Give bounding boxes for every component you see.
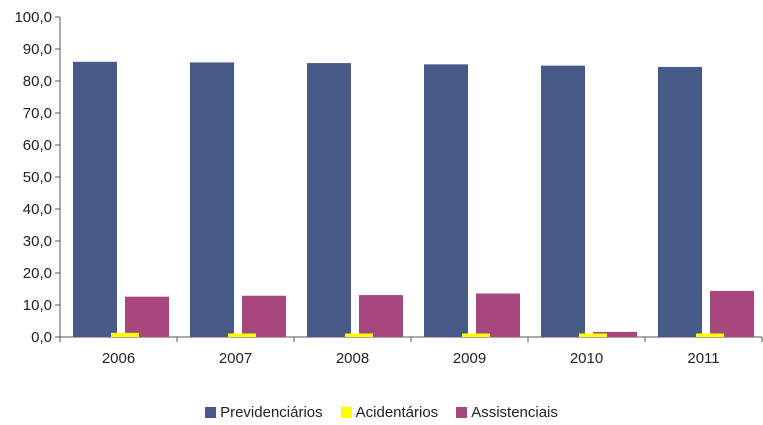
y-tick-label: 0,0: [31, 329, 52, 346]
y-tick-label: 90,0: [23, 41, 52, 58]
legend-label-assistenciais: Assistenciais: [471, 404, 558, 421]
legend-item-assistenciais: Assistenciais: [456, 404, 558, 421]
x-tick-label: 2006: [102, 350, 135, 367]
legend-item-previdenciarios: Previdenciários: [205, 404, 323, 421]
y-tick-label: 20,0: [23, 265, 52, 282]
legend-label-previdenciarios: Previdenciários: [220, 404, 323, 421]
legend-label-acidentarios: Acidentários: [355, 404, 439, 421]
bars: [73, 61, 754, 338]
y-tick-label: 40,0: [23, 201, 52, 218]
legend: Previdenciários Acidentários Assistencia…: [0, 404, 763, 421]
bar-previdenciarios: [658, 66, 702, 338]
x-tick-label: 2010: [570, 350, 603, 367]
y-tick-label: 60,0: [23, 137, 52, 154]
x-tick-label: 2011: [687, 350, 719, 367]
bar-acidentarios: [228, 333, 256, 337]
bar-previdenciarios: [424, 64, 468, 338]
y-tick-label: 100,0: [14, 9, 52, 26]
bar-acidentarios: [579, 333, 607, 337]
bar-assistenciais: [710, 290, 754, 337]
bar-previdenciarios: [307, 63, 351, 338]
x-tick-label: 2009: [453, 350, 486, 367]
x-tick-label: 2008: [336, 350, 369, 367]
bar-previdenciarios: [73, 61, 117, 338]
y-tick-label: 50,0: [23, 169, 52, 186]
bar-acidentarios: [462, 333, 490, 337]
legend-swatch-acidentarios: [340, 407, 352, 418]
bar-acidentarios: [111, 332, 139, 337]
legend-swatch-previdenciarios: [205, 407, 217, 418]
y-tick-label: 70,0: [23, 105, 52, 122]
bar-previdenciarios: [190, 62, 234, 337]
bar-acidentarios: [345, 333, 373, 337]
bar-assistenciais: [242, 295, 286, 337]
bar-assistenciais: [359, 295, 403, 337]
x-axis: 2006 2007 2008 2009 2010 2011: [59, 336, 763, 367]
legend-item-acidentarios: Acidentários: [340, 404, 439, 421]
bar-assistenciais: [476, 293, 520, 337]
bar-assistenciais: [593, 331, 637, 337]
bar-previdenciarios: [541, 65, 585, 337]
y-axis: 0,0 10,0 20,0 30,0 40,0 50,0 60,0 70,0 80,0 90,0 1…: [14, 9, 61, 346]
x-tick-label: 2007: [219, 350, 252, 367]
bar-acidentarios: [696, 333, 724, 337]
y-tick-label: 10,0: [23, 297, 52, 314]
legend-swatch-assistenciais: [456, 407, 468, 418]
bar-assistenciais: [125, 296, 169, 337]
y-tick-label: 80,0: [23, 73, 52, 90]
y-tick-label: 30,0: [23, 233, 52, 250]
